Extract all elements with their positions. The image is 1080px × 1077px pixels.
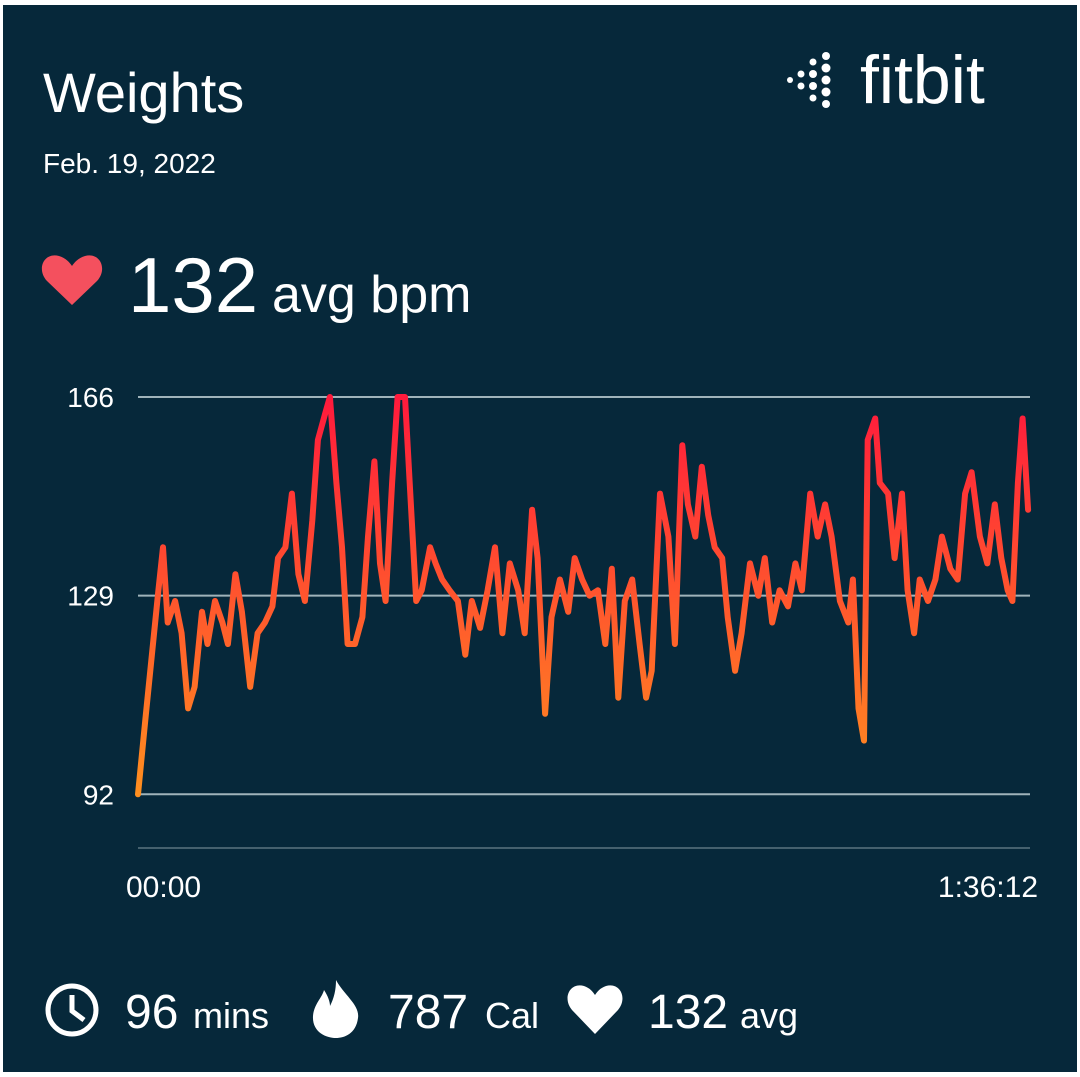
x-tick-label: 1:36:12 [938, 871, 1038, 904]
heart-rate-line [135, 394, 1032, 798]
y-tick-label: 166 [67, 382, 114, 413]
logo: fitbit [860, 42, 985, 118]
logo-dots [787, 52, 831, 108]
flame-icon [312, 980, 359, 1038]
stat-unit: avg [740, 995, 798, 1036]
stat-value: 787 [388, 986, 468, 1039]
stat-value: 132 [648, 986, 728, 1039]
date: Feb. 19, 2022 [43, 148, 216, 179]
stat-value: 96 [125, 986, 178, 1039]
avg-unit: avg bpm [272, 266, 471, 324]
avg-value: 132 [128, 241, 258, 329]
x-tick-label: 00:00 [126, 871, 201, 904]
y-tick-label: 92 [83, 779, 114, 810]
plot: 92 129 166 00:00 1:36:12 [67, 382, 1038, 904]
stat-unit: Cal [485, 995, 539, 1036]
y-tick-label: 129 [67, 581, 114, 612]
title: Weights [43, 61, 244, 124]
stat-unit: mins [193, 995, 269, 1036]
heart-icon-small [567, 985, 623, 1034]
clock-icon [45, 983, 99, 1037]
heart-icon [41, 255, 103, 305]
